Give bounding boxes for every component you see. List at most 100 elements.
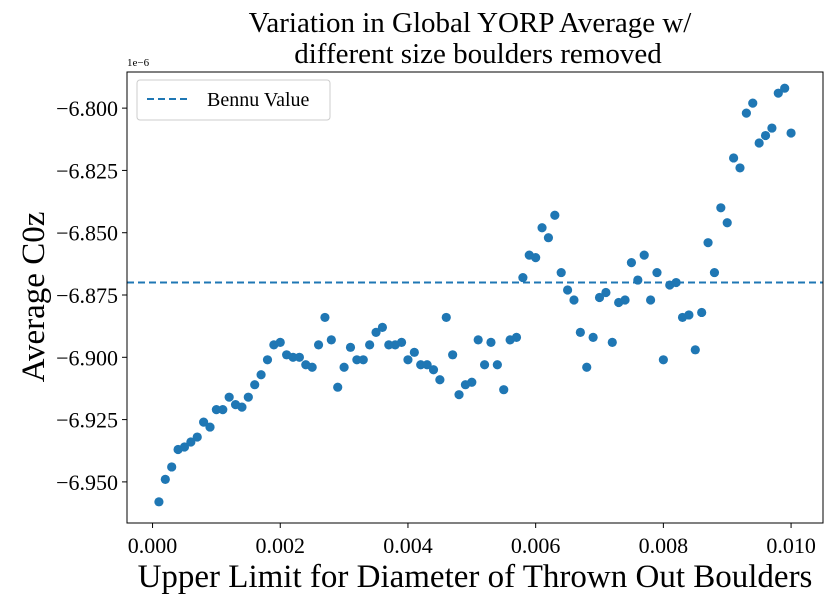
- data-point: [511, 332, 522, 342]
- data-point: [428, 365, 439, 375]
- y-offset-label: 1e−6: [127, 57, 150, 69]
- data-point: [588, 332, 598, 342]
- data-point: [441, 312, 451, 323]
- y-axis-label: Average C0z: [16, 212, 52, 383]
- x-tick-label: 0.002: [255, 533, 305, 558]
- data-point: [671, 277, 681, 288]
- data-point: [435, 375, 445, 385]
- data-point: [454, 390, 464, 400]
- x-axis-label: Upper Limit for Diameter of Thrown Out B…: [138, 559, 813, 595]
- data-point: [556, 267, 566, 278]
- x-tick-label: 0.006: [511, 533, 561, 558]
- y-axis-ticks: −6.800 −6.825 −6.850 −6.875 −6.900 −6.925 −6.9…: [56, 96, 127, 495]
- data-point: [684, 310, 694, 320]
- data-point: [167, 462, 177, 472]
- data-point: [690, 345, 700, 355]
- data-point: [760, 130, 771, 141]
- x-tick-label: 0.008: [639, 533, 689, 558]
- data-point: [703, 238, 713, 248]
- data-point: [224, 392, 234, 402]
- data-point: [199, 417, 209, 427]
- data-point: [658, 355, 668, 365]
- data-point: [205, 422, 215, 432]
- data-point: [582, 362, 592, 372]
- legend-label-bennu-value: Bennu Value: [207, 89, 310, 111]
- x-axis-ticks: 0.000 0.002 0.004 0.006 0.008 0.010: [128, 523, 816, 558]
- data-point: [396, 337, 407, 347]
- data-point: [499, 385, 509, 395]
- data-point: [313, 340, 324, 350]
- data-point: [352, 355, 362, 365]
- data-point: [562, 285, 573, 295]
- data-point: [741, 108, 751, 118]
- data-point: [486, 337, 496, 347]
- legend-box: [136, 79, 331, 121]
- data-point: [479, 360, 490, 370]
- plot-area: [127, 83, 823, 507]
- data-point: [543, 233, 554, 243]
- data-point: [697, 307, 707, 318]
- data-point: [186, 437, 196, 447]
- data-point: [537, 223, 547, 233]
- data-point: [601, 287, 611, 298]
- data-point: [767, 123, 777, 133]
- data-point: [754, 138, 764, 148]
- data-point: [288, 352, 298, 362]
- data-point: [409, 347, 419, 357]
- data-point: [377, 322, 388, 332]
- y-tick-label: −6.875: [56, 283, 118, 308]
- data-point: [531, 253, 541, 263]
- chart-title-line-2: different size boulders removed: [294, 38, 662, 70]
- y-tick-label: −6.800: [56, 96, 118, 121]
- data-point: [780, 83, 790, 93]
- data-point: [320, 312, 330, 323]
- data-point: [403, 355, 413, 365]
- y-tick-label: −6.850: [56, 221, 118, 246]
- data-point: [709, 267, 720, 278]
- data-point: [416, 360, 426, 370]
- data-point: [607, 337, 617, 347]
- data-point: [250, 380, 260, 390]
- y-tick-label: −6.925: [56, 408, 118, 433]
- data-point: [218, 405, 228, 415]
- legend: Bennu Value: [136, 79, 331, 121]
- data-point: [646, 295, 656, 305]
- data-point: [160, 474, 170, 484]
- data-point: [422, 360, 432, 370]
- axes-frame: [126, 71, 824, 524]
- data-point: [179, 442, 190, 452]
- data-point: [735, 163, 745, 173]
- data-point: [569, 295, 579, 305]
- data-point: [550, 210, 560, 220]
- chart-title-line-1: Variation in Global YORP Average w/: [249, 7, 693, 39]
- data-point: [211, 405, 221, 415]
- data-point: [307, 362, 317, 372]
- data-point: [620, 295, 630, 305]
- data-point: [262, 355, 273, 365]
- y-tick-label: −6.900: [56, 345, 118, 370]
- data-point: [748, 98, 758, 108]
- data-point: [786, 128, 796, 138]
- data-point: [371, 327, 381, 337]
- data-point: [294, 352, 304, 362]
- data-point: [716, 203, 726, 213]
- data-point: [256, 370, 266, 380]
- data-point: [729, 153, 739, 163]
- data-point: [243, 392, 253, 402]
- data-point: [473, 335, 483, 345]
- data-point: [365, 340, 375, 350]
- data-point: [626, 258, 637, 268]
- data-point: [575, 327, 585, 337]
- data-point: [333, 382, 343, 392]
- data-point: [237, 402, 247, 412]
- x-tick-label: 0.010: [766, 533, 816, 558]
- data-point: [633, 275, 643, 285]
- data-point: [358, 355, 368, 365]
- data-point: [594, 292, 605, 303]
- data-point: [492, 360, 502, 370]
- data-point: [326, 335, 336, 345]
- data-point: [339, 362, 349, 372]
- data-point: [518, 272, 528, 283]
- data-point: [722, 218, 732, 228]
